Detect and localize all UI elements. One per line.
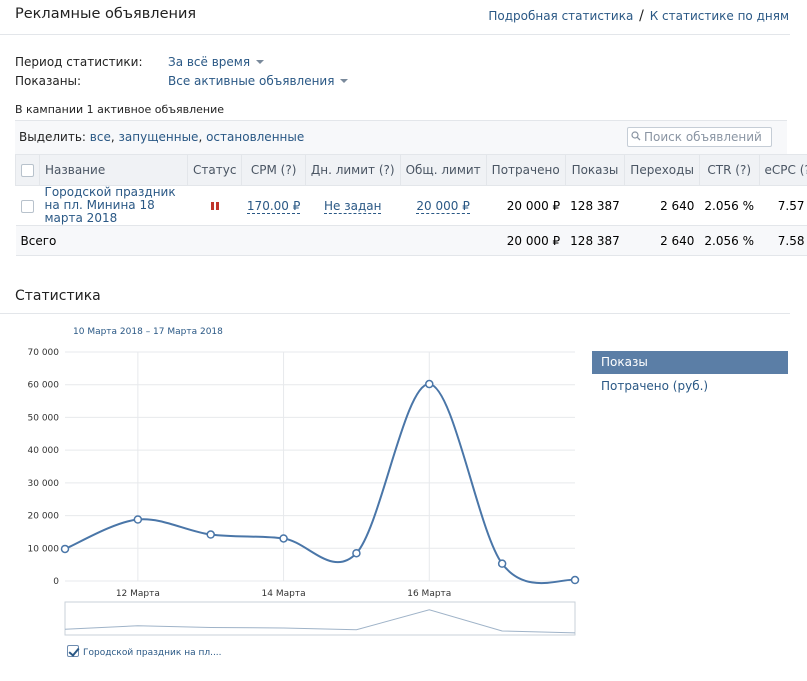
- data-point: [425, 379, 434, 389]
- col-daily-limit[interactable]: Дн. лимит (?): [304, 154, 401, 186]
- cpm-value[interactable]: 170.00 ₽: [246, 198, 301, 214]
- impressions-chart: 0 10 000 20 000 30 000 40 000 50 000 60 000 70 …: [28, 348, 580, 636]
- navigator-series-line: [64, 609, 576, 634]
- select-controls: Выделить: все, запущенные, остановленные: [19, 130, 304, 144]
- y-tick-label: 10 000: [28, 544, 60, 554]
- ecpc-cell: 7.57 ₽: [759, 185, 807, 226]
- series-line: [64, 383, 576, 585]
- series-panel: Показы Потрачено (руб.): [592, 351, 788, 398]
- select-all-link[interactable]: все: [89, 130, 111, 144]
- chevron-down-icon: [256, 60, 265, 64]
- select-comma: ,: [198, 130, 203, 144]
- x-tick-label: 14 Марта: [262, 589, 306, 599]
- stats-divider: [0, 313, 790, 314]
- ad-name-cell: Городской праздник на пл. Минина 18 март…: [39, 185, 188, 226]
- col-ecpc[interactable]: eCPC (?): [758, 154, 807, 186]
- data-point: [206, 530, 215, 539]
- y-tick-label: 50 000: [28, 413, 60, 423]
- col-status[interactable]: Статус: [186, 154, 243, 186]
- header-divider: [0, 34, 790, 35]
- data-point: [352, 548, 361, 558]
- period-label: Период статистики:: [15, 55, 143, 69]
- ads-table: Название Статус CPM (?) Дн. лимит (?) Об…: [15, 154, 807, 256]
- total-impressions: 128 387: [565, 225, 625, 256]
- ad-name-link[interactable]: Городской праздник на пл. Минина 18 март…: [44, 185, 176, 225]
- series-tab-spent[interactable]: Потрачено (руб.): [601, 379, 709, 393]
- row-checkbox[interactable]: [21, 199, 34, 213]
- col-clicks[interactable]: Переходы: [624, 154, 700, 186]
- series-tab-impressions[interactable]: Показы: [592, 351, 788, 374]
- campaign-info: В кампании 1 активное объявление: [15, 103, 225, 116]
- clicks-cell: 2 640: [624, 185, 700, 226]
- total-clicks: 2 640: [624, 225, 700, 256]
- select-bar: Выделить: все, запущенные, остановленные…: [15, 120, 787, 154]
- col-name[interactable]: Название: [39, 154, 188, 186]
- row-checkbox-cell: [15, 185, 40, 226]
- status-cell: [187, 185, 242, 226]
- shown-label: Показаны:: [15, 74, 82, 88]
- total-ecpc: 7.58 ₽: [759, 225, 807, 256]
- total-limit-cell: 20 000 ₽: [400, 185, 487, 226]
- impressions-cell: 128 387: [565, 185, 625, 226]
- total-label: Всего: [15, 225, 487, 256]
- pause-icon[interactable]: [210, 201, 219, 210]
- col-ctr[interactable]: CTR (?): [698, 154, 760, 186]
- select-stopped-link[interactable]: остановленные: [206, 130, 305, 144]
- period-value: За всё время: [168, 55, 251, 69]
- x-tick-label: 16 Марта: [407, 589, 451, 599]
- table-header-row: Название Статус CPM (?) Дн. лимит (?) Об…: [15, 154, 807, 186]
- select-prefix: Выделить:: [19, 130, 86, 144]
- shown-value: Все активные объявления: [168, 74, 335, 88]
- col-cpm[interactable]: CPM (?): [241, 154, 306, 186]
- period-dropdown[interactable]: За всё время: [168, 55, 265, 69]
- total-spent: 20 000 ₽: [486, 225, 566, 256]
- header-links: Подробная статистика / К статистике по д…: [488, 8, 789, 24]
- data-point: [279, 534, 288, 543]
- y-tick-label: 60 000: [28, 381, 60, 391]
- daily-limit-value[interactable]: Не задан: [323, 198, 382, 214]
- table-row: Городской праздник на пл. Минина 18 март…: [15, 185, 807, 226]
- total-ctr: 2.056 %: [699, 225, 759, 256]
- legend-checkbox[interactable]: [67, 645, 79, 657]
- chevron-down-icon: [340, 79, 349, 83]
- col-total-limit[interactable]: Общ. лимит: [399, 154, 487, 186]
- search-placeholder: Поиск объявлений: [644, 130, 762, 144]
- shown-dropdown[interactable]: Все активные объявления: [168, 74, 349, 88]
- data-point: [133, 515, 143, 524]
- ctr-cell: 2.056 %: [699, 185, 759, 226]
- cpm-cell: 170.00 ₽: [241, 185, 306, 226]
- detailed-stats-link[interactable]: Подробная статистика: [488, 9, 634, 23]
- y-tick-label: 30 000: [28, 479, 60, 489]
- y-tick-label: 20 000: [28, 512, 60, 522]
- y-tick-label: 70 000: [28, 348, 60, 358]
- data-point: [60, 544, 70, 554]
- stats-title: Статистика: [15, 288, 101, 304]
- col-impressions[interactable]: Показы: [564, 154, 626, 186]
- page-title: Рекламные объявления: [15, 6, 197, 22]
- data-point: [570, 575, 580, 585]
- header-separator: /: [639, 8, 644, 24]
- select-comma: ,: [110, 130, 115, 144]
- select-running-link[interactable]: запущенные: [118, 130, 199, 144]
- col-spent[interactable]: Потрачено: [485, 154, 566, 186]
- stats-by-days-link[interactable]: К статистике по дням: [649, 9, 789, 23]
- data-point: [497, 559, 507, 568]
- x-tick-label: 12 Марта: [116, 589, 160, 599]
- date-range: 10 Марта 2018 – 17 Марта 2018: [73, 327, 223, 337]
- spent-cell: 20 000 ₽: [486, 185, 566, 226]
- legend-label: Городской праздник на пл....: [83, 648, 222, 658]
- navigator-frame: [64, 601, 576, 636]
- daily-limit-cell: Не задан: [305, 185, 401, 226]
- select-all-checkbox[interactable]: [21, 164, 34, 177]
- total-row: Всего 20 000 ₽ 128 387 2 640 2.056 % 7.5…: [15, 225, 807, 256]
- header-checkbox-cell: [15, 154, 40, 186]
- y-tick-label: 40 000: [28, 446, 60, 456]
- search-input[interactable]: Поиск объявлений: [627, 127, 772, 147]
- chart-legend[interactable]: Городской праздник на пл....: [67, 645, 222, 658]
- total-limit-value[interactable]: 20 000 ₽: [416, 198, 470, 214]
- search-icon: [631, 131, 641, 141]
- y-tick-label: 0: [53, 577, 59, 587]
